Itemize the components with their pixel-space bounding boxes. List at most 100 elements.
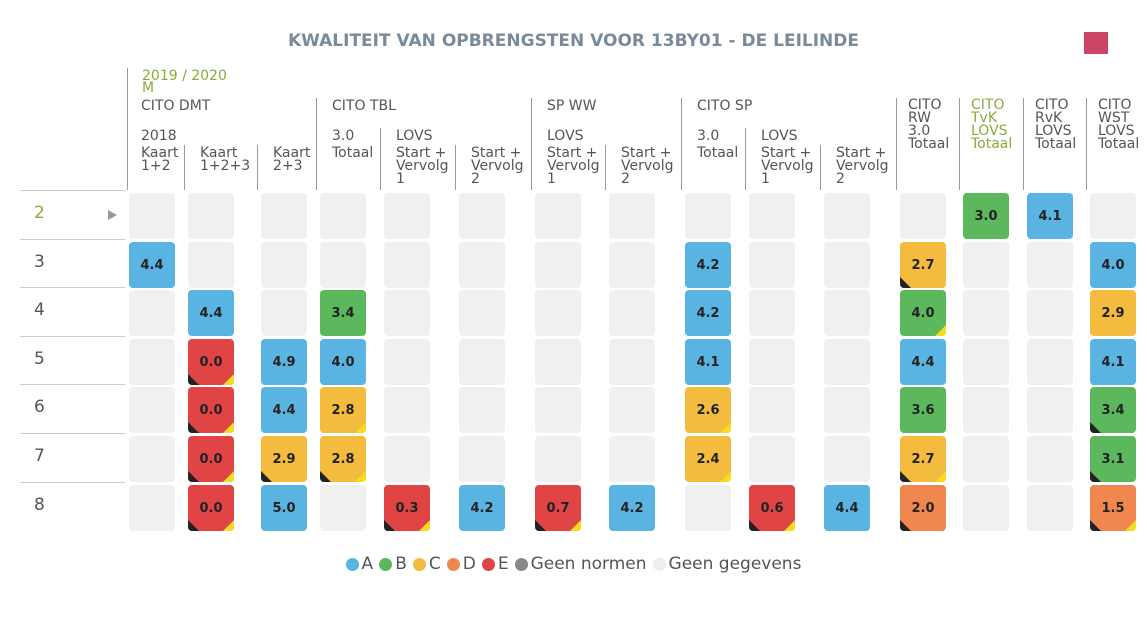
cell: 4.4 <box>129 242 175 288</box>
corner-flag <box>188 520 199 531</box>
sub-header: 3.0 <box>332 128 355 144</box>
column-header: Totaal <box>697 145 739 161</box>
cell <box>384 436 430 482</box>
cell <box>1027 436 1073 482</box>
cell-value: 4.1 <box>1101 354 1125 370</box>
separator <box>1086 98 1087 190</box>
cell <box>384 242 430 288</box>
cell <box>749 193 795 239</box>
cell-value: 2.9 <box>272 451 296 467</box>
cell <box>609 339 655 385</box>
cell <box>459 339 505 385</box>
cell-value: 2.0 <box>911 500 935 516</box>
cell: 1.5 <box>1090 485 1136 531</box>
cell: 4.4 <box>188 290 234 336</box>
cell <box>129 436 175 482</box>
corner-flag <box>223 374 234 385</box>
column-header: WST <box>1098 110 1130 126</box>
column-header: LOVS <box>1098 123 1135 139</box>
cell: 3.4 <box>1090 387 1136 433</box>
cell: 4.2 <box>685 242 731 288</box>
cell-value: 4.2 <box>696 257 720 273</box>
cell-value: 0.7 <box>546 500 570 516</box>
column-header: Vervolg <box>471 158 524 174</box>
cell <box>320 485 366 531</box>
menu-icon[interactable] <box>1084 32 1108 54</box>
cell <box>824 436 870 482</box>
row-label: 4 <box>34 300 45 320</box>
cell <box>261 290 307 336</box>
cell <box>384 193 430 239</box>
cell: 0.0 <box>188 387 234 433</box>
cell <box>749 339 795 385</box>
column-header: CITO <box>1035 97 1069 113</box>
column-header: 1+2+3 <box>200 158 251 174</box>
cell <box>963 339 1009 385</box>
legend-label: D <box>462 554 476 574</box>
cell <box>609 193 655 239</box>
cell: 2.8 <box>320 387 366 433</box>
cell <box>824 387 870 433</box>
cell: 4.9 <box>261 339 307 385</box>
cell <box>749 242 795 288</box>
cell <box>320 193 366 239</box>
column-header: 2 <box>621 171 630 187</box>
cell <box>749 436 795 482</box>
column-header: Vervolg <box>836 158 889 174</box>
corner-flag <box>900 520 911 531</box>
cell <box>1027 387 1073 433</box>
cell-value: 2.4 <box>696 451 720 467</box>
cell-value: 0.6 <box>760 500 784 516</box>
cell <box>1027 290 1073 336</box>
corner-flag <box>935 325 946 336</box>
cell <box>535 242 581 288</box>
row-divider <box>20 433 125 434</box>
cell <box>129 290 175 336</box>
cell-value: 3.4 <box>1101 402 1125 418</box>
column-header: Totaal <box>1035 136 1077 152</box>
cell-value: 4.4 <box>835 500 859 516</box>
legend-item: E <box>481 554 509 574</box>
row-label: 2 <box>34 203 45 223</box>
cell <box>609 387 655 433</box>
cell-value: 3.1 <box>1101 451 1125 467</box>
cell <box>685 193 731 239</box>
cell <box>900 193 946 239</box>
cell: 2.8 <box>320 436 366 482</box>
cell-value: 4.2 <box>620 500 644 516</box>
corner-flag <box>384 520 395 531</box>
cell: 5.0 <box>261 485 307 531</box>
corner-flag <box>419 520 430 531</box>
cell <box>384 339 430 385</box>
cell <box>749 387 795 433</box>
cell-value: 2.8 <box>331 451 355 467</box>
column-header: Kaart <box>200 145 238 161</box>
cell <box>609 436 655 482</box>
cell-value: 4.9 <box>272 354 296 370</box>
separator <box>681 98 682 190</box>
separator <box>820 145 821 190</box>
cell-value: 3.4 <box>331 305 355 321</box>
cell <box>685 485 731 531</box>
corner-flag <box>188 374 199 385</box>
cell <box>963 290 1009 336</box>
cell <box>535 290 581 336</box>
cell <box>824 339 870 385</box>
cell-value: 0.3 <box>395 500 419 516</box>
cell <box>535 387 581 433</box>
corner-flag <box>261 471 272 482</box>
cell <box>824 290 870 336</box>
cell <box>1027 339 1073 385</box>
corner-flag <box>720 422 731 433</box>
corner-flag <box>320 471 331 482</box>
corner-flag <box>223 520 234 531</box>
corner-flag <box>188 422 199 433</box>
column-header: Vervolg <box>621 158 674 174</box>
row-label: 3 <box>34 252 45 272</box>
legend-swatch <box>514 557 528 571</box>
column-header: Kaart <box>273 145 311 161</box>
legend-item: Geen normen <box>514 554 647 574</box>
legend-label: Geen gegevens <box>668 554 802 574</box>
column-header: Start + <box>471 145 522 161</box>
